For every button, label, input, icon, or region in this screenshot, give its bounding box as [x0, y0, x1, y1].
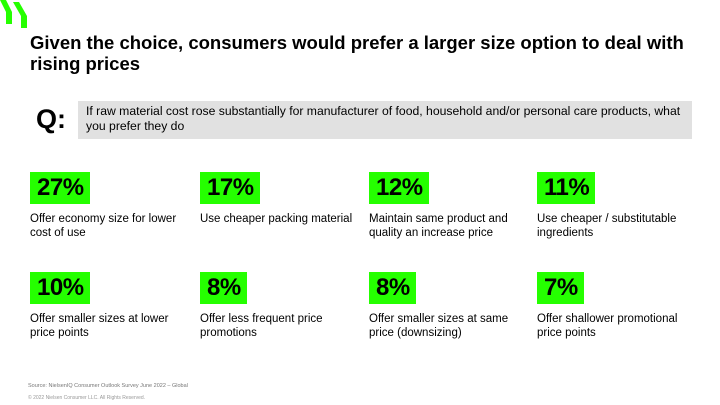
stat-card: 27% Offer economy size for lower cost of… [30, 172, 195, 241]
stat-label: Use cheaper packing material [200, 213, 353, 225]
stat-label: Offer smaller sizes at lower price point… [30, 313, 169, 340]
stat-percent: 10% [30, 272, 90, 304]
stat-label: Maintain same product and quality an inc… [369, 213, 508, 240]
stat-card: 7% Offer shallower promotional price poi… [537, 272, 702, 341]
stat-percent: 8% [200, 272, 247, 304]
stat-label: Offer less frequent price promotions [200, 313, 323, 340]
copyright-note: © 2022 Nielsen Consumer LLC. All Rights … [28, 395, 146, 401]
question-text: If raw material cost rose substantially … [86, 104, 681, 133]
stat-card: 8% Offer smaller sizes at same price (do… [369, 272, 534, 341]
stat-card: 17% Use cheaper packing material [200, 172, 365, 226]
stat-card: 12% Maintain same product and quality an… [369, 172, 534, 241]
stat-percent: 7% [537, 272, 584, 304]
question-box: If raw material cost rose substantially … [78, 101, 692, 139]
stat-card: 10% Offer smaller sizes at lower price p… [30, 272, 195, 341]
stat-percent: 27% [30, 172, 90, 204]
stat-label: Offer smaller sizes at same price (downs… [369, 313, 509, 340]
question-label: Q: [36, 104, 66, 134]
stat-label: Offer economy size for lower cost of use [30, 213, 177, 240]
source-note: Source: NielsenIQ Consumer Outlook Surve… [28, 383, 188, 389]
stat-percent: 8% [369, 272, 416, 304]
page-title: Given the choice, consumers would prefer… [30, 32, 684, 74]
stat-percent: 11% [537, 172, 596, 204]
nielseniq-logo-icon [0, 0, 27, 28]
stat-percent: 12% [369, 172, 429, 204]
stat-label: Use cheaper / substitutable ingredients [537, 213, 677, 240]
stat-card: 11% Use cheaper / substitutable ingredie… [537, 172, 702, 241]
stat-label: Offer shallower promotional price points [537, 313, 678, 340]
stat-card: 8% Offer less frequent price promotions [200, 272, 365, 341]
stat-percent: 17% [200, 172, 260, 204]
